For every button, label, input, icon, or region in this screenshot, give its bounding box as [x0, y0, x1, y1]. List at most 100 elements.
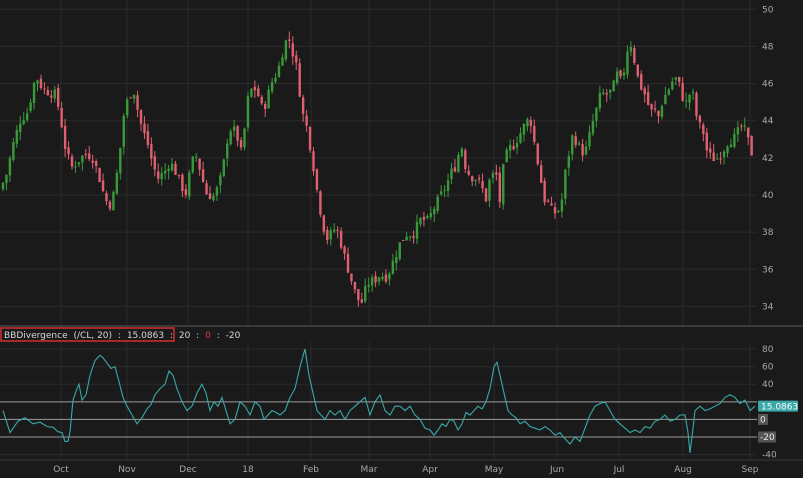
- candle-body: [126, 99, 129, 116]
- candle-body: [232, 126, 236, 131]
- study-label[interactable]: BBDivergence (/CL, 20) : 15.0863 : 20 : …: [0, 327, 241, 342]
- candle-body: [236, 126, 239, 141]
- candle-body: [198, 158, 201, 170]
- candle-body: [695, 93, 698, 117]
- candle-body: [553, 207, 557, 214]
- candle-body: [540, 165, 543, 183]
- study-value-upper: 20: [179, 331, 191, 341]
- candle-body: [264, 103, 267, 109]
- time-axis[interactable]: Oct Nov Dec 18 Feb Mar Apr May Jun Jul Aug Sep: [53, 465, 759, 475]
- candle-body: [298, 63, 301, 97]
- candle-body: [460, 148, 464, 157]
- candle-body: [108, 201, 112, 209]
- study-separator-2: :: [170, 331, 173, 341]
- x-tick-label: Aug: [674, 465, 692, 475]
- candle-body: [426, 216, 429, 219]
- candle-body: [450, 168, 453, 180]
- candle-body: [350, 273, 353, 282]
- candle-body: [526, 119, 529, 127]
- candle-body: [132, 94, 136, 99]
- candle-body: [301, 97, 305, 114]
- candle-body: [457, 154, 460, 172]
- candle-body: [422, 216, 426, 220]
- candle-body: [402, 240, 405, 242]
- study-value-lower: -20: [226, 331, 241, 341]
- candle-body: [715, 158, 719, 160]
- study-value-zero: 0: [205, 331, 211, 341]
- price-panel[interactable]: 34 36 38 40 42 44 46 48 50: [0, 0, 774, 325]
- candle-body: [643, 88, 646, 95]
- candle-body: [429, 213, 432, 217]
- indicator-y-tick: -40: [762, 451, 777, 461]
- candle-body: [339, 230, 343, 248]
- study-name: BBDivergence: [4, 331, 68, 341]
- candle-body: [88, 153, 91, 160]
- candle-body: [474, 179, 477, 182]
- candle-body: [667, 89, 671, 95]
- candle-body: [229, 131, 232, 145]
- candle-body: [653, 108, 657, 110]
- candle-body: [360, 299, 363, 303]
- candle-body: [560, 199, 564, 212]
- candle-body: [57, 88, 60, 107]
- candle-body: [415, 221, 419, 239]
- candle-body: [712, 152, 715, 162]
- candle-body: [53, 89, 56, 99]
- candle-body: [622, 72, 626, 76]
- candle-body: [336, 229, 339, 231]
- candle-body: [529, 120, 533, 126]
- x-tick-label: Dec: [179, 465, 196, 475]
- candle-body: [615, 71, 619, 83]
- candle-body: [584, 146, 588, 155]
- candle-body: [412, 236, 415, 238]
- candle-body: [19, 123, 22, 133]
- candle-body: [709, 148, 712, 153]
- candle-body: [284, 40, 288, 60]
- candle-body: [519, 133, 522, 143]
- candle-body: [277, 65, 281, 78]
- candle-body: [5, 174, 8, 183]
- x-tick-label: 18: [242, 465, 254, 475]
- candle-body: [177, 174, 181, 176]
- candle-body: [702, 124, 705, 135]
- candle-body: [188, 172, 191, 197]
- candle-body: [367, 285, 370, 287]
- candle-body: [63, 125, 67, 149]
- candle-body: [270, 81, 274, 92]
- candle-body: [94, 161, 98, 166]
- candle-body: [150, 144, 153, 159]
- candle-body: [629, 46, 633, 52]
- candle-body: [395, 256, 398, 264]
- candle-body: [153, 156, 156, 170]
- candle-body: [257, 88, 260, 97]
- indicator-y-tick: -20: [760, 433, 775, 443]
- candle-body: [681, 82, 684, 101]
- candle-body: [550, 203, 553, 206]
- candle-body: [481, 181, 484, 189]
- candle-body: [688, 94, 691, 103]
- candle-body: [39, 78, 43, 89]
- candle-body: [208, 193, 212, 200]
- candle-body: [195, 156, 198, 158]
- candle-body: [326, 230, 329, 241]
- indicator-levels: [0, 401, 757, 438]
- candle-body: [419, 218, 422, 225]
- x-tick-label: Feb: [303, 465, 319, 475]
- candle-body: [329, 230, 332, 240]
- candle-body: [605, 92, 608, 95]
- candle-body: [146, 131, 150, 146]
- candle-body: [129, 97, 132, 99]
- candle-body: [664, 94, 667, 105]
- x-tick-label: Apr: [422, 465, 438, 475]
- candle-body: [453, 167, 457, 172]
- candle-body: [295, 55, 298, 63]
- candle-body: [726, 146, 729, 153]
- candle-body: [43, 88, 46, 90]
- price-y-tick: 34: [762, 302, 774, 312]
- indicator-panel[interactable]: -40 -20 0 40 60 80 15.0863: [0, 342, 798, 461]
- candle-body: [308, 127, 312, 151]
- candle-body: [377, 277, 381, 282]
- candle-body: [205, 183, 208, 195]
- candle-body: [533, 125, 536, 143]
- candle-body: [660, 106, 664, 117]
